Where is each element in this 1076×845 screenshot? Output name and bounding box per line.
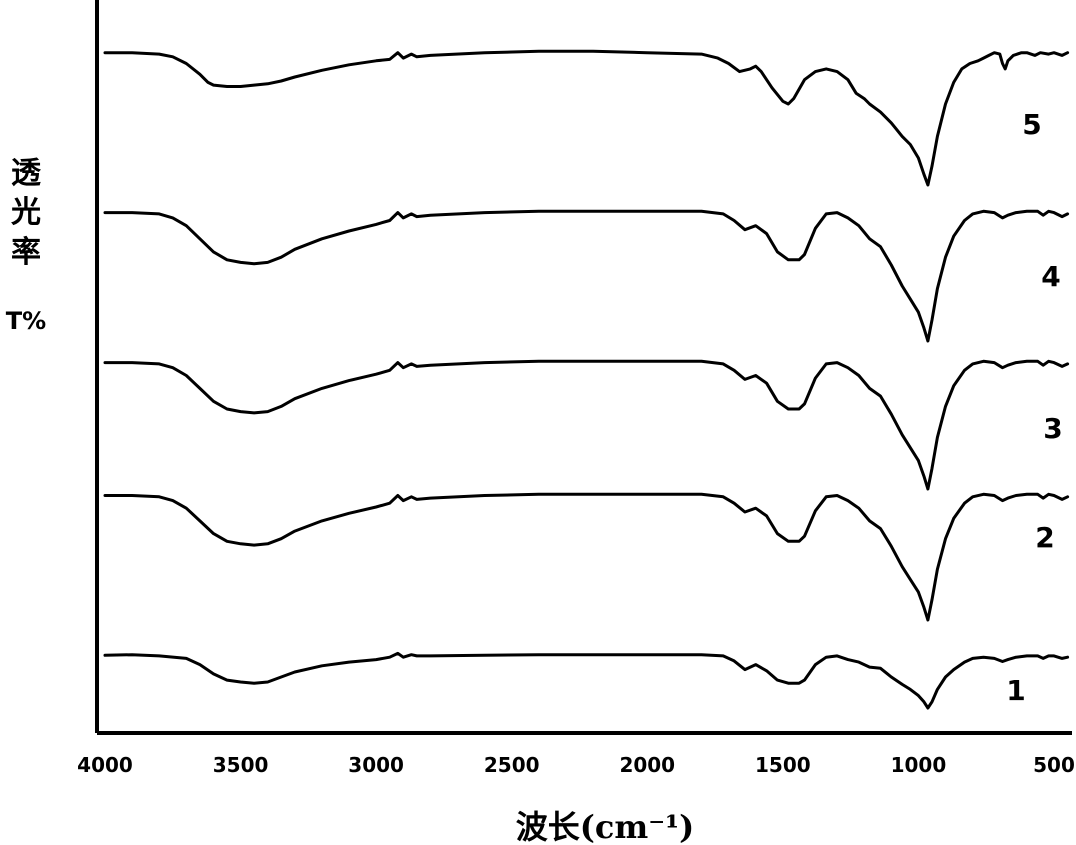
x-tick-label-1500: 1500	[755, 753, 811, 777]
series-label-2: 2	[1035, 521, 1054, 554]
y-axis-label-char-3: 率	[11, 235, 41, 270]
x-tick-label-3000: 3000	[348, 753, 404, 777]
y-axis-label: 透 光 率 T%	[6, 156, 46, 335]
series-label-1: 1	[1006, 674, 1025, 707]
x-axis-ticks: 4000 3500 3000 2500 2000 1500 1000 500	[77, 753, 1075, 777]
x-tick-label-2000: 2000	[619, 753, 675, 777]
series-line-4	[103, 209, 1070, 343]
series-label-4: 4	[1041, 260, 1060, 293]
x-tick-label-3500: 3500	[213, 753, 269, 777]
series-line-1	[103, 651, 1070, 710]
x-tick-label-4000: 4000	[77, 753, 133, 777]
x-tick-label-2500: 2500	[484, 753, 540, 777]
x-tick-label-1000: 1000	[891, 753, 947, 777]
y-axis-label-char-2: 光	[11, 195, 41, 230]
series-label-3: 3	[1043, 412, 1062, 445]
series-line-2	[103, 492, 1070, 622]
x-axis-label: 波长(cm⁻¹)	[516, 808, 695, 845]
series-line-5	[103, 49, 1070, 187]
x-tick-label-500: 500	[1033, 753, 1075, 777]
y-axis-label-unit: T%	[6, 307, 46, 335]
y-axis-label-char-1: 透	[11, 156, 41, 191]
series-line-3	[103, 359, 1070, 491]
series-label-5: 5	[1022, 108, 1041, 141]
series-group: 1 2 3 4 5	[103, 49, 1070, 710]
